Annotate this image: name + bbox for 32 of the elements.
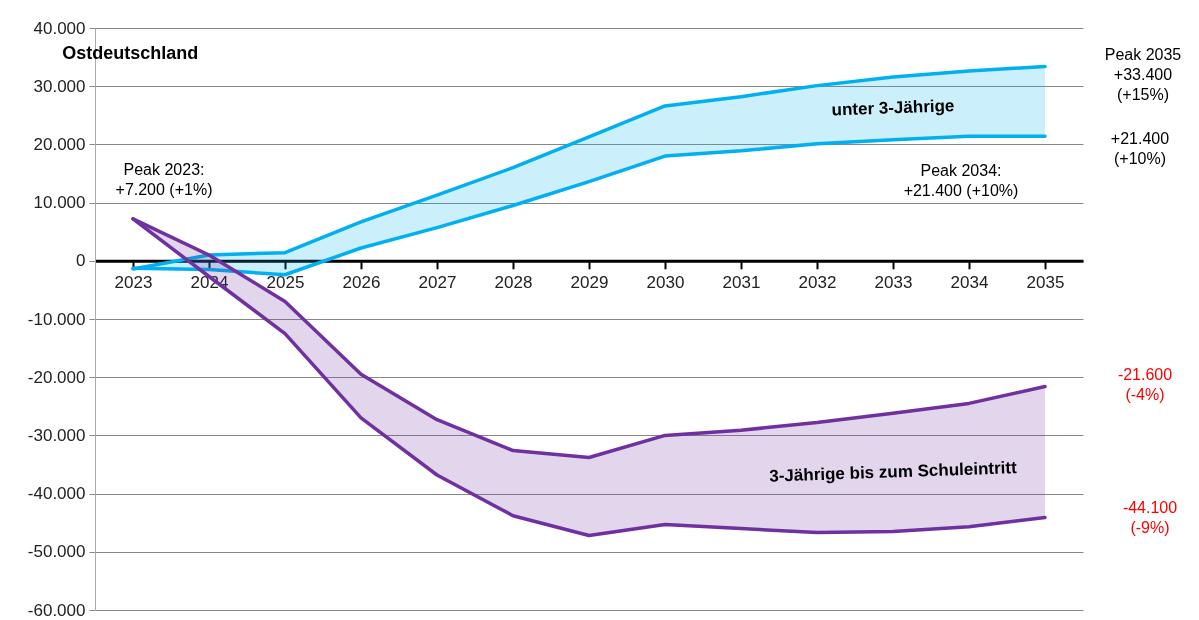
y-tick-label: -30.000 bbox=[27, 425, 86, 445]
x-tick-label: 2031 bbox=[722, 273, 761, 293]
x-tick-label: 2033 bbox=[874, 273, 913, 293]
y-tick-label: -10.000 bbox=[27, 309, 86, 329]
y-tick-label: 30.000 bbox=[33, 76, 86, 96]
y-tick-label: 0 bbox=[76, 251, 86, 271]
y-tick-label: 40.000 bbox=[33, 18, 86, 38]
y-tick-label: 10.000 bbox=[33, 193, 86, 213]
y-tick-label: -20.000 bbox=[27, 367, 86, 387]
x-tick-label: 2035 bbox=[1026, 273, 1065, 293]
text: Ostdeutschland bbox=[62, 43, 199, 63]
y-tick-label: 20.000 bbox=[33, 134, 86, 154]
annotation: Peak 2023: +7.200 (+1%) bbox=[115, 160, 213, 198]
text: +21.400 (+10%) bbox=[1110, 130, 1170, 167]
x-tick-label: 2027 bbox=[418, 273, 457, 293]
x-tick-label: 2032 bbox=[798, 273, 837, 293]
x-tick-label: 2034 bbox=[950, 273, 989, 293]
text: -21.600 (-4%) bbox=[1117, 366, 1173, 403]
x-tick-label: 2030 bbox=[646, 273, 685, 293]
x-tick-label: 2023 bbox=[114, 273, 153, 293]
text: Peak 2035 +33.400 (+15%) bbox=[1104, 46, 1182, 103]
y-tick-label: -50.000 bbox=[27, 542, 86, 562]
text: -44.100 (-9%) bbox=[1122, 499, 1178, 536]
x-tick-label: 2028 bbox=[494, 273, 533, 293]
y-tick-label: -40.000 bbox=[27, 484, 86, 504]
series-label: 3-Jährige bis zum Schuleintritt bbox=[768, 458, 1018, 486]
annotation: Peak 2034: +21.400 (+10%) bbox=[903, 162, 1019, 200]
x-tick-label: 2026 bbox=[342, 273, 381, 293]
x-tick-label: 2025 bbox=[266, 273, 305, 293]
x-tick-label: 2029 bbox=[570, 273, 609, 293]
y-tick-label: -60.000 bbox=[27, 600, 86, 620]
series-label: unter 3-Jährige bbox=[831, 96, 955, 120]
